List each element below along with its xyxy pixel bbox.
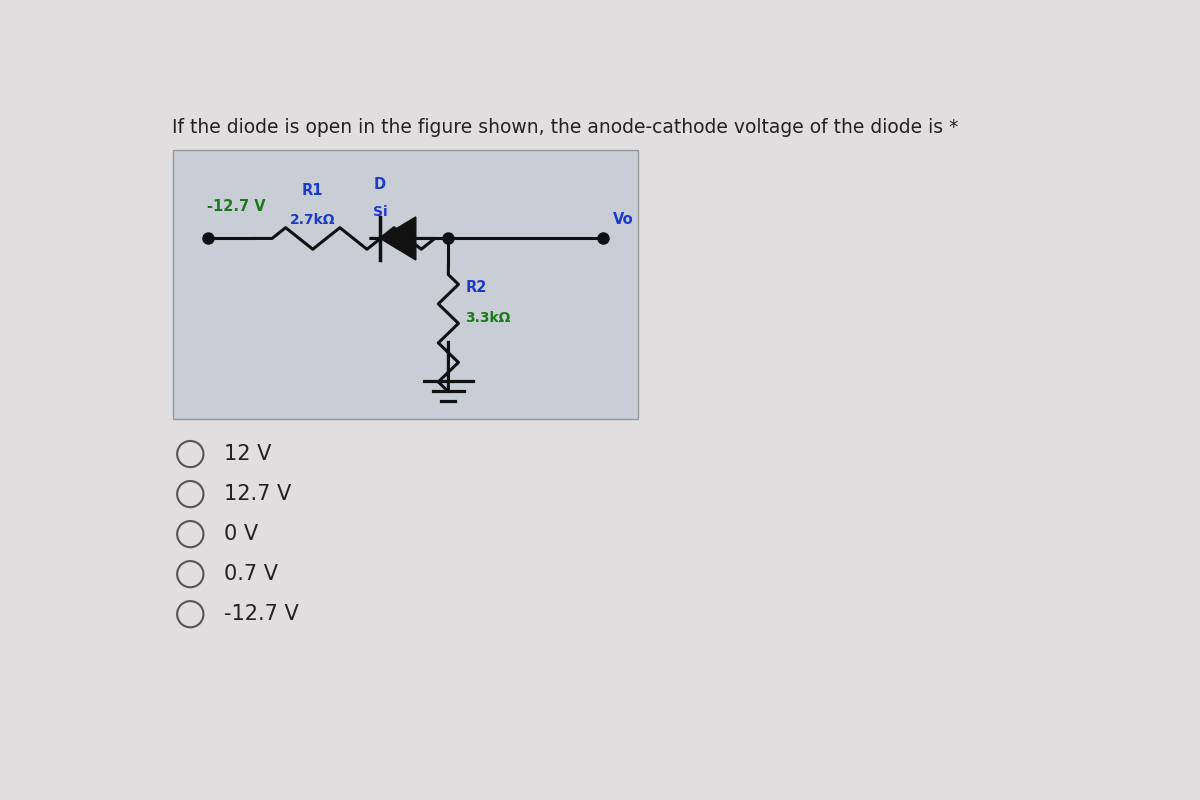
Polygon shape [380, 217, 416, 260]
Text: 12 V: 12 V [223, 444, 271, 464]
Text: R1: R1 [302, 183, 324, 198]
Bar [173, 150, 638, 419]
Text: 2.7kΩ: 2.7kΩ [290, 213, 336, 227]
Text: 0 V: 0 V [223, 524, 258, 544]
Text: R2: R2 [466, 280, 487, 294]
Text: Si: Si [373, 206, 388, 219]
Text: D: D [374, 178, 386, 192]
Text: If the diode is open in the figure shown, the anode-cathode voltage of the diode: If the diode is open in the figure shown… [172, 118, 958, 137]
Text: Vo: Vo [613, 212, 634, 227]
Text: -12.7 V: -12.7 V [223, 604, 299, 624]
Text: 3.3kΩ: 3.3kΩ [466, 311, 511, 326]
Text: 12.7 V: 12.7 V [223, 484, 290, 504]
Text: -12.7 V: -12.7 V [206, 199, 265, 214]
Text: 0.7 V: 0.7 V [223, 564, 277, 584]
